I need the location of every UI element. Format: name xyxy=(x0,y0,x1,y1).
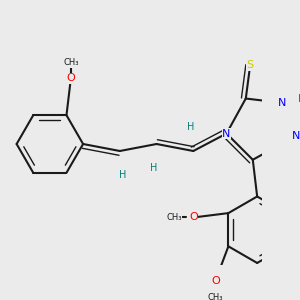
Text: O: O xyxy=(211,276,220,286)
Text: CH₃: CH₃ xyxy=(167,213,182,222)
Text: H: H xyxy=(298,94,300,103)
Text: O: O xyxy=(189,212,198,223)
Text: H: H xyxy=(150,164,158,173)
Text: H: H xyxy=(119,170,126,181)
Text: S: S xyxy=(247,60,254,70)
Text: CH₃: CH₃ xyxy=(63,58,79,67)
Text: O: O xyxy=(67,74,75,83)
Text: N: N xyxy=(292,131,300,141)
Text: CH₃: CH₃ xyxy=(208,292,223,300)
Text: H: H xyxy=(187,122,194,131)
Text: N: N xyxy=(222,128,231,139)
Text: N: N xyxy=(222,128,231,139)
Text: N: N xyxy=(278,98,287,108)
